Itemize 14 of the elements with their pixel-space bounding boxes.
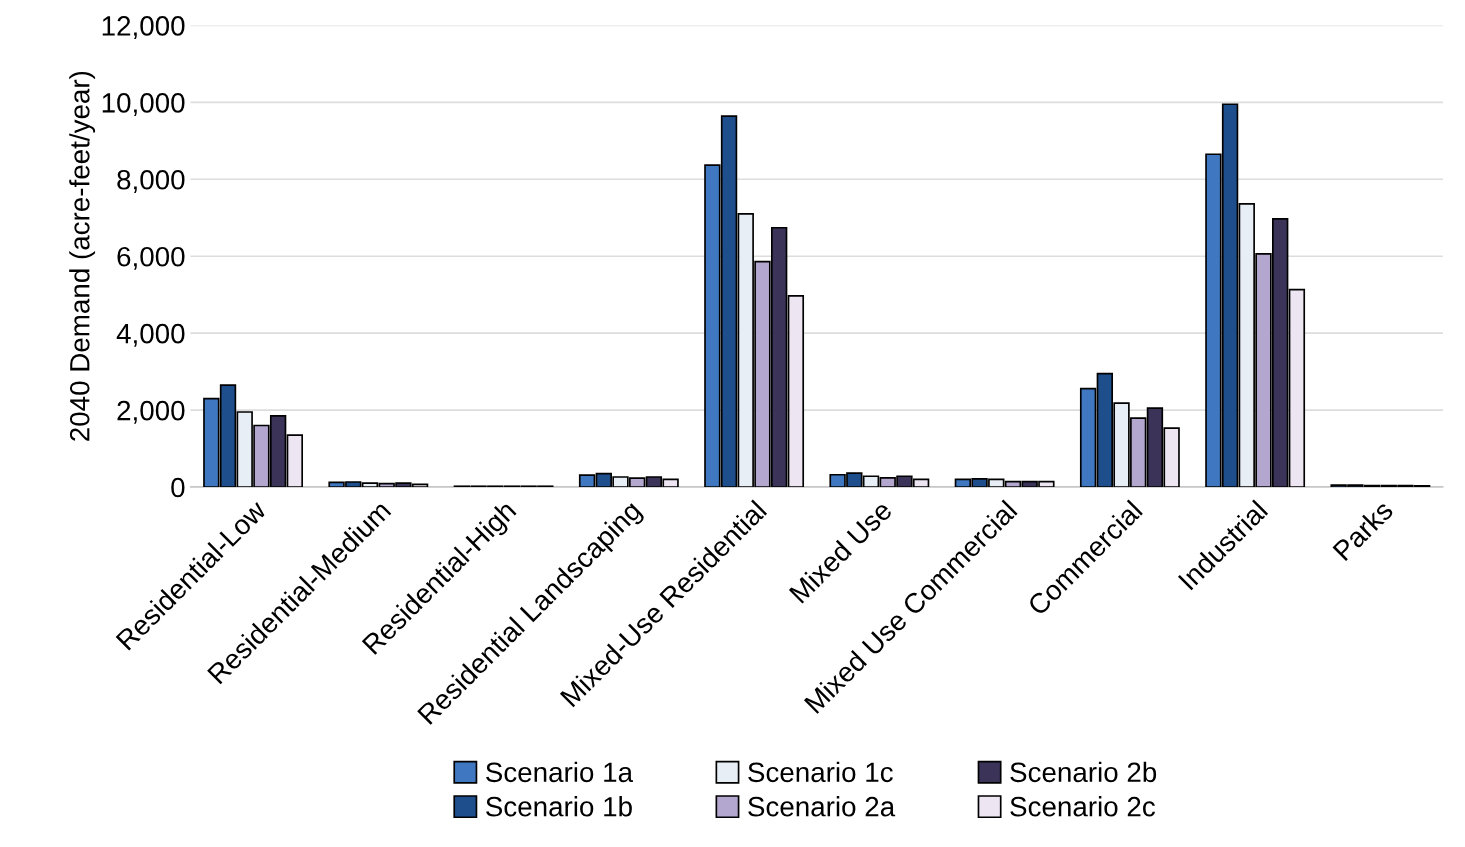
legend-label: Scenario 1c [748,761,893,783]
y-tick-label: 8,000 [117,169,185,193]
legend-label: Scenario 1a [486,761,634,783]
y-tick-label: 4,000 [116,323,185,347]
legend-label: Scenario 2a [748,796,896,817]
y-tick-label: 10,000 [102,93,185,116]
legend-label: Scenario 2c [1010,796,1155,817]
y-tick-label: 6,000 [117,246,185,270]
legend-label: Scenario 2b [1010,761,1157,783]
y-tick-label: 12,000 [102,16,185,40]
legend-label: Scenario 1b [486,796,632,817]
y-tick-label: 2,000 [117,400,185,424]
y-axis-title: 2040 Demand (acre-feet/year) [69,71,96,441]
y-tick-label: 0 [171,477,185,498]
